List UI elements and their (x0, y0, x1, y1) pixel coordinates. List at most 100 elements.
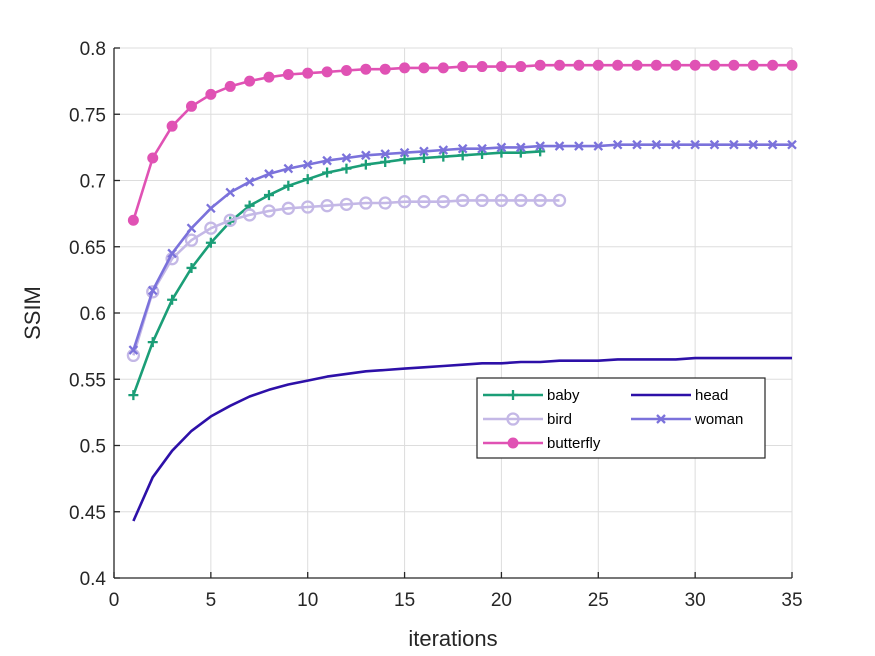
woman-point (709, 139, 720, 150)
baby-point (283, 180, 294, 191)
woman-point (302, 159, 313, 170)
baby-line (132, 150, 541, 396)
baby-point (186, 262, 197, 273)
woman-point (438, 145, 449, 155)
baby-point (128, 390, 139, 401)
butterfly-point (282, 69, 294, 80)
y-tick-label: 0.7 (80, 172, 106, 193)
woman-point (574, 141, 584, 151)
bird-point (339, 197, 354, 212)
butterfly-point (302, 67, 314, 79)
bird-point (456, 193, 470, 208)
butterfly-point (244, 75, 256, 87)
legend-entry-head: head (631, 387, 728, 404)
bird-point (514, 193, 528, 208)
legend: baby bird butterfly head woman (476, 377, 766, 459)
y-tick-label: 0.8 (80, 39, 106, 60)
y-tick-label: 0.5 (80, 437, 106, 458)
legend-marker-butterfly (507, 437, 519, 449)
x-tick-label: 5 (206, 590, 217, 611)
butterfly-point (360, 63, 372, 75)
butterfly-point (670, 59, 682, 71)
bird-point (417, 195, 431, 209)
butterfly-point (457, 61, 469, 73)
butterfly-point (573, 59, 585, 71)
baby-point (515, 147, 526, 158)
woman-point (419, 146, 429, 157)
woman-point (612, 139, 623, 150)
baby-point (457, 150, 468, 161)
y-tick-label: 0.6 (80, 304, 106, 325)
baby-point (477, 149, 488, 159)
baby-point (302, 174, 313, 185)
butterfly-point (554, 59, 566, 71)
woman-point (206, 203, 216, 214)
axes (113, 47, 793, 579)
y-tick-label: 0.4 (80, 569, 107, 590)
series-layer (126, 59, 798, 522)
legend-label-head: head (695, 387, 728, 404)
woman-point (186, 223, 197, 234)
baby-point (438, 151, 449, 162)
baby-point (205, 237, 216, 248)
legend-entry-butterfly: butterfly (483, 435, 601, 452)
baby-point (496, 147, 507, 158)
butterfly-point (263, 71, 275, 83)
woman-point (341, 153, 352, 163)
legend-label-bird: bird (547, 411, 572, 428)
woman-point (399, 147, 410, 158)
bird-point (184, 233, 199, 247)
woman-point (147, 285, 158, 296)
x-tick-label: 25 (588, 590, 609, 611)
woman-point (361, 150, 371, 161)
woman-point (787, 139, 797, 150)
baby-point (535, 146, 546, 157)
woman-point (283, 163, 294, 174)
woman-point (477, 143, 487, 154)
woman-point (748, 139, 759, 150)
y-tick-label: 0.65 (69, 238, 106, 259)
x-axis-title: iterations (408, 626, 497, 651)
butterfly-point (205, 88, 217, 100)
woman-point (264, 169, 274, 179)
woman-point (554, 141, 565, 151)
bird-point (281, 201, 295, 215)
bird-point (378, 196, 392, 210)
butterfly-point (321, 66, 333, 78)
butterfly-point (592, 59, 604, 71)
butterfly-point (612, 59, 624, 71)
woman-point (515, 142, 526, 153)
legend-label-butterfly: butterfly (547, 435, 601, 452)
baby-point (360, 159, 371, 170)
butterfly-point (147, 152, 159, 164)
y-axis-title: SSIM (20, 286, 45, 340)
butterfly-point (476, 61, 488, 73)
y-tick-label: 0.45 (69, 503, 106, 524)
x-tick-label: 0 (109, 590, 120, 611)
x-tick-label: 35 (781, 590, 802, 611)
butterfly-point (689, 59, 701, 71)
bird-point (552, 193, 567, 208)
series-woman (128, 139, 797, 355)
bird-point (146, 285, 160, 299)
butterfly-point (127, 214, 139, 226)
legend-entry-woman: woman (631, 411, 743, 428)
woman-point (322, 155, 332, 166)
woman-point (651, 139, 662, 150)
y-tick-label: 0.55 (69, 370, 106, 391)
baby-point (167, 294, 178, 305)
bird-point (262, 204, 276, 218)
legend-marker-bird (506, 412, 520, 426)
butterfly-point (185, 100, 197, 112)
woman-point (670, 139, 681, 150)
woman-point (225, 187, 236, 198)
butterfly-point (340, 65, 352, 77)
woman-point (535, 141, 545, 151)
woman-point (128, 345, 139, 355)
legend-entry-bird: bird (483, 411, 572, 428)
butterfly-point (767, 59, 779, 71)
series-bird (126, 193, 567, 363)
butterfly-point (399, 62, 411, 74)
legend-label-baby: baby (547, 387, 580, 404)
butterfly-point (534, 59, 546, 71)
